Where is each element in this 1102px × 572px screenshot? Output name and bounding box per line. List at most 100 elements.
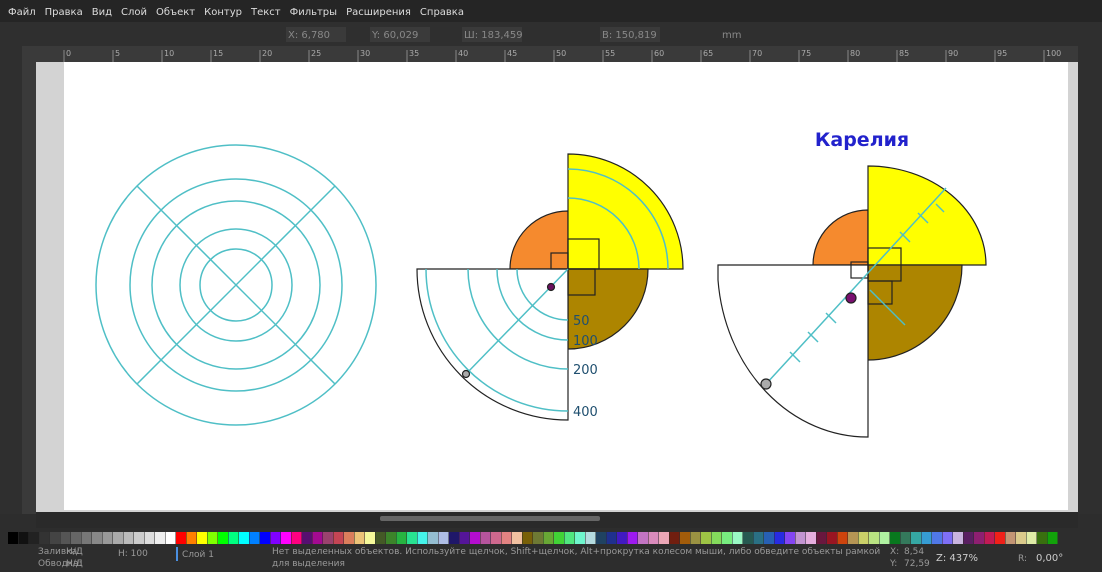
menu-item[interactable]: Текст: [250, 7, 281, 18]
swatch[interactable]: [365, 532, 375, 544]
swatch[interactable]: [974, 532, 984, 544]
swatch[interactable]: [375, 532, 386, 544]
swatch[interactable]: [8, 532, 18, 544]
swatch[interactable]: [722, 532, 732, 544]
swatch[interactable]: [354, 532, 365, 544]
swatch[interactable]: [396, 532, 407, 544]
swatch[interactable]: [491, 532, 501, 544]
swatch[interactable]: [764, 532, 774, 544]
swatch[interactable]: [911, 532, 921, 544]
swatch[interactable]: [291, 532, 302, 544]
menu-item[interactable]: Файл: [8, 7, 36, 18]
swatch[interactable]: [239, 532, 249, 544]
swatch[interactable]: [29, 532, 39, 544]
menu-item[interactable]: Правка: [45, 7, 83, 18]
swatch[interactable]: [1047, 532, 1058, 544]
swatch[interactable]: [774, 532, 785, 544]
swatch[interactable]: [585, 532, 596, 544]
swatch[interactable]: [638, 532, 648, 544]
swatch[interactable]: [260, 532, 270, 544]
menu-item[interactable]: Фильтры: [290, 7, 337, 18]
swatch[interactable]: [81, 532, 92, 544]
swatch[interactable]: [848, 532, 858, 544]
swatch[interactable]: [1005, 532, 1016, 544]
swatch[interactable]: [459, 532, 470, 544]
swatch[interactable]: [228, 532, 239, 544]
swatch[interactable]: [953, 532, 963, 544]
swatch[interactable]: [312, 532, 323, 544]
swatch[interactable]: [155, 532, 165, 544]
swatch[interactable]: [669, 532, 680, 544]
swatch[interactable]: [281, 532, 291, 544]
swatch[interactable]: [816, 532, 827, 544]
swatch[interactable]: [512, 532, 522, 544]
swatch[interactable]: [302, 532, 312, 544]
swatch[interactable]: [102, 532, 113, 544]
swatch[interactable]: [543, 532, 554, 544]
swatch[interactable]: [690, 532, 701, 544]
swatch[interactable]: [711, 532, 722, 544]
swatch[interactable]: [785, 532, 795, 544]
swatch[interactable]: [963, 532, 974, 544]
swatch[interactable]: [995, 532, 1005, 544]
swatch[interactable]: [428, 532, 438, 544]
scroll-thumb[interactable]: [380, 516, 600, 521]
swatch[interactable]: [176, 532, 186, 544]
swatch[interactable]: [50, 532, 60, 544]
swatch[interactable]: [1026, 532, 1037, 544]
swatch[interactable]: [407, 532, 417, 544]
swatch[interactable]: [39, 532, 50, 544]
swatch[interactable]: [344, 532, 354, 544]
swatch[interactable]: [879, 532, 890, 544]
layer[interactable]: Слой 1: [182, 550, 214, 560]
swatch[interactable]: [197, 532, 207, 544]
swatch[interactable]: [984, 532, 995, 544]
menu-item[interactable]: Расширения: [346, 7, 411, 18]
swatch[interactable]: [92, 532, 102, 544]
swatch[interactable]: [858, 532, 869, 544]
swatch[interactable]: [890, 532, 900, 544]
swatch[interactable]: [470, 532, 480, 544]
swatch[interactable]: [218, 532, 228, 544]
y-field[interactable]: [370, 27, 430, 42]
swatch[interactable]: [795, 532, 806, 544]
menu-item[interactable]: Справка: [420, 7, 464, 18]
swatch[interactable]: [680, 532, 690, 544]
swatch[interactable]: [449, 532, 459, 544]
swatch[interactable]: [270, 532, 281, 544]
swatch[interactable]: [827, 532, 837, 544]
menu-item[interactable]: Вид: [92, 7, 112, 18]
swatch[interactable]: [144, 532, 155, 544]
swatch[interactable]: [71, 532, 81, 544]
swatch[interactable]: [1037, 532, 1047, 544]
rotate[interactable]: 0,00°: [1036, 553, 1063, 564]
swatch[interactable]: [942, 532, 953, 544]
swatch[interactable]: [438, 532, 449, 544]
menu-item[interactable]: Слой: [121, 7, 147, 18]
w-field[interactable]: [462, 27, 522, 42]
swatch[interactable]: [837, 532, 848, 544]
swatch[interactable]: [60, 532, 71, 544]
swatch[interactable]: [648, 532, 659, 544]
swatch[interactable]: [900, 532, 911, 544]
swatch[interactable]: [123, 532, 134, 544]
swatch[interactable]: [249, 532, 260, 544]
swatch[interactable]: [186, 532, 197, 544]
swatch[interactable]: [323, 532, 333, 544]
unit-select[interactable]: mm: [722, 30, 741, 41]
swatch[interactable]: [113, 532, 123, 544]
swatch[interactable]: [617, 532, 627, 544]
swatch[interactable]: [921, 532, 932, 544]
zoom[interactable]: Z: 437%: [936, 553, 978, 564]
swatch[interactable]: [575, 532, 585, 544]
swatch[interactable]: [701, 532, 711, 544]
swatch[interactable]: [417, 532, 428, 544]
swatch[interactable]: [596, 532, 606, 544]
swatch[interactable]: [564, 532, 575, 544]
swatch[interactable]: [18, 532, 29, 544]
swatch[interactable]: [806, 532, 816, 544]
swatch[interactable]: [333, 532, 344, 544]
swatch[interactable]: [554, 532, 564, 544]
swatch[interactable]: [732, 532, 743, 544]
swatch[interactable]: [501, 532, 512, 544]
